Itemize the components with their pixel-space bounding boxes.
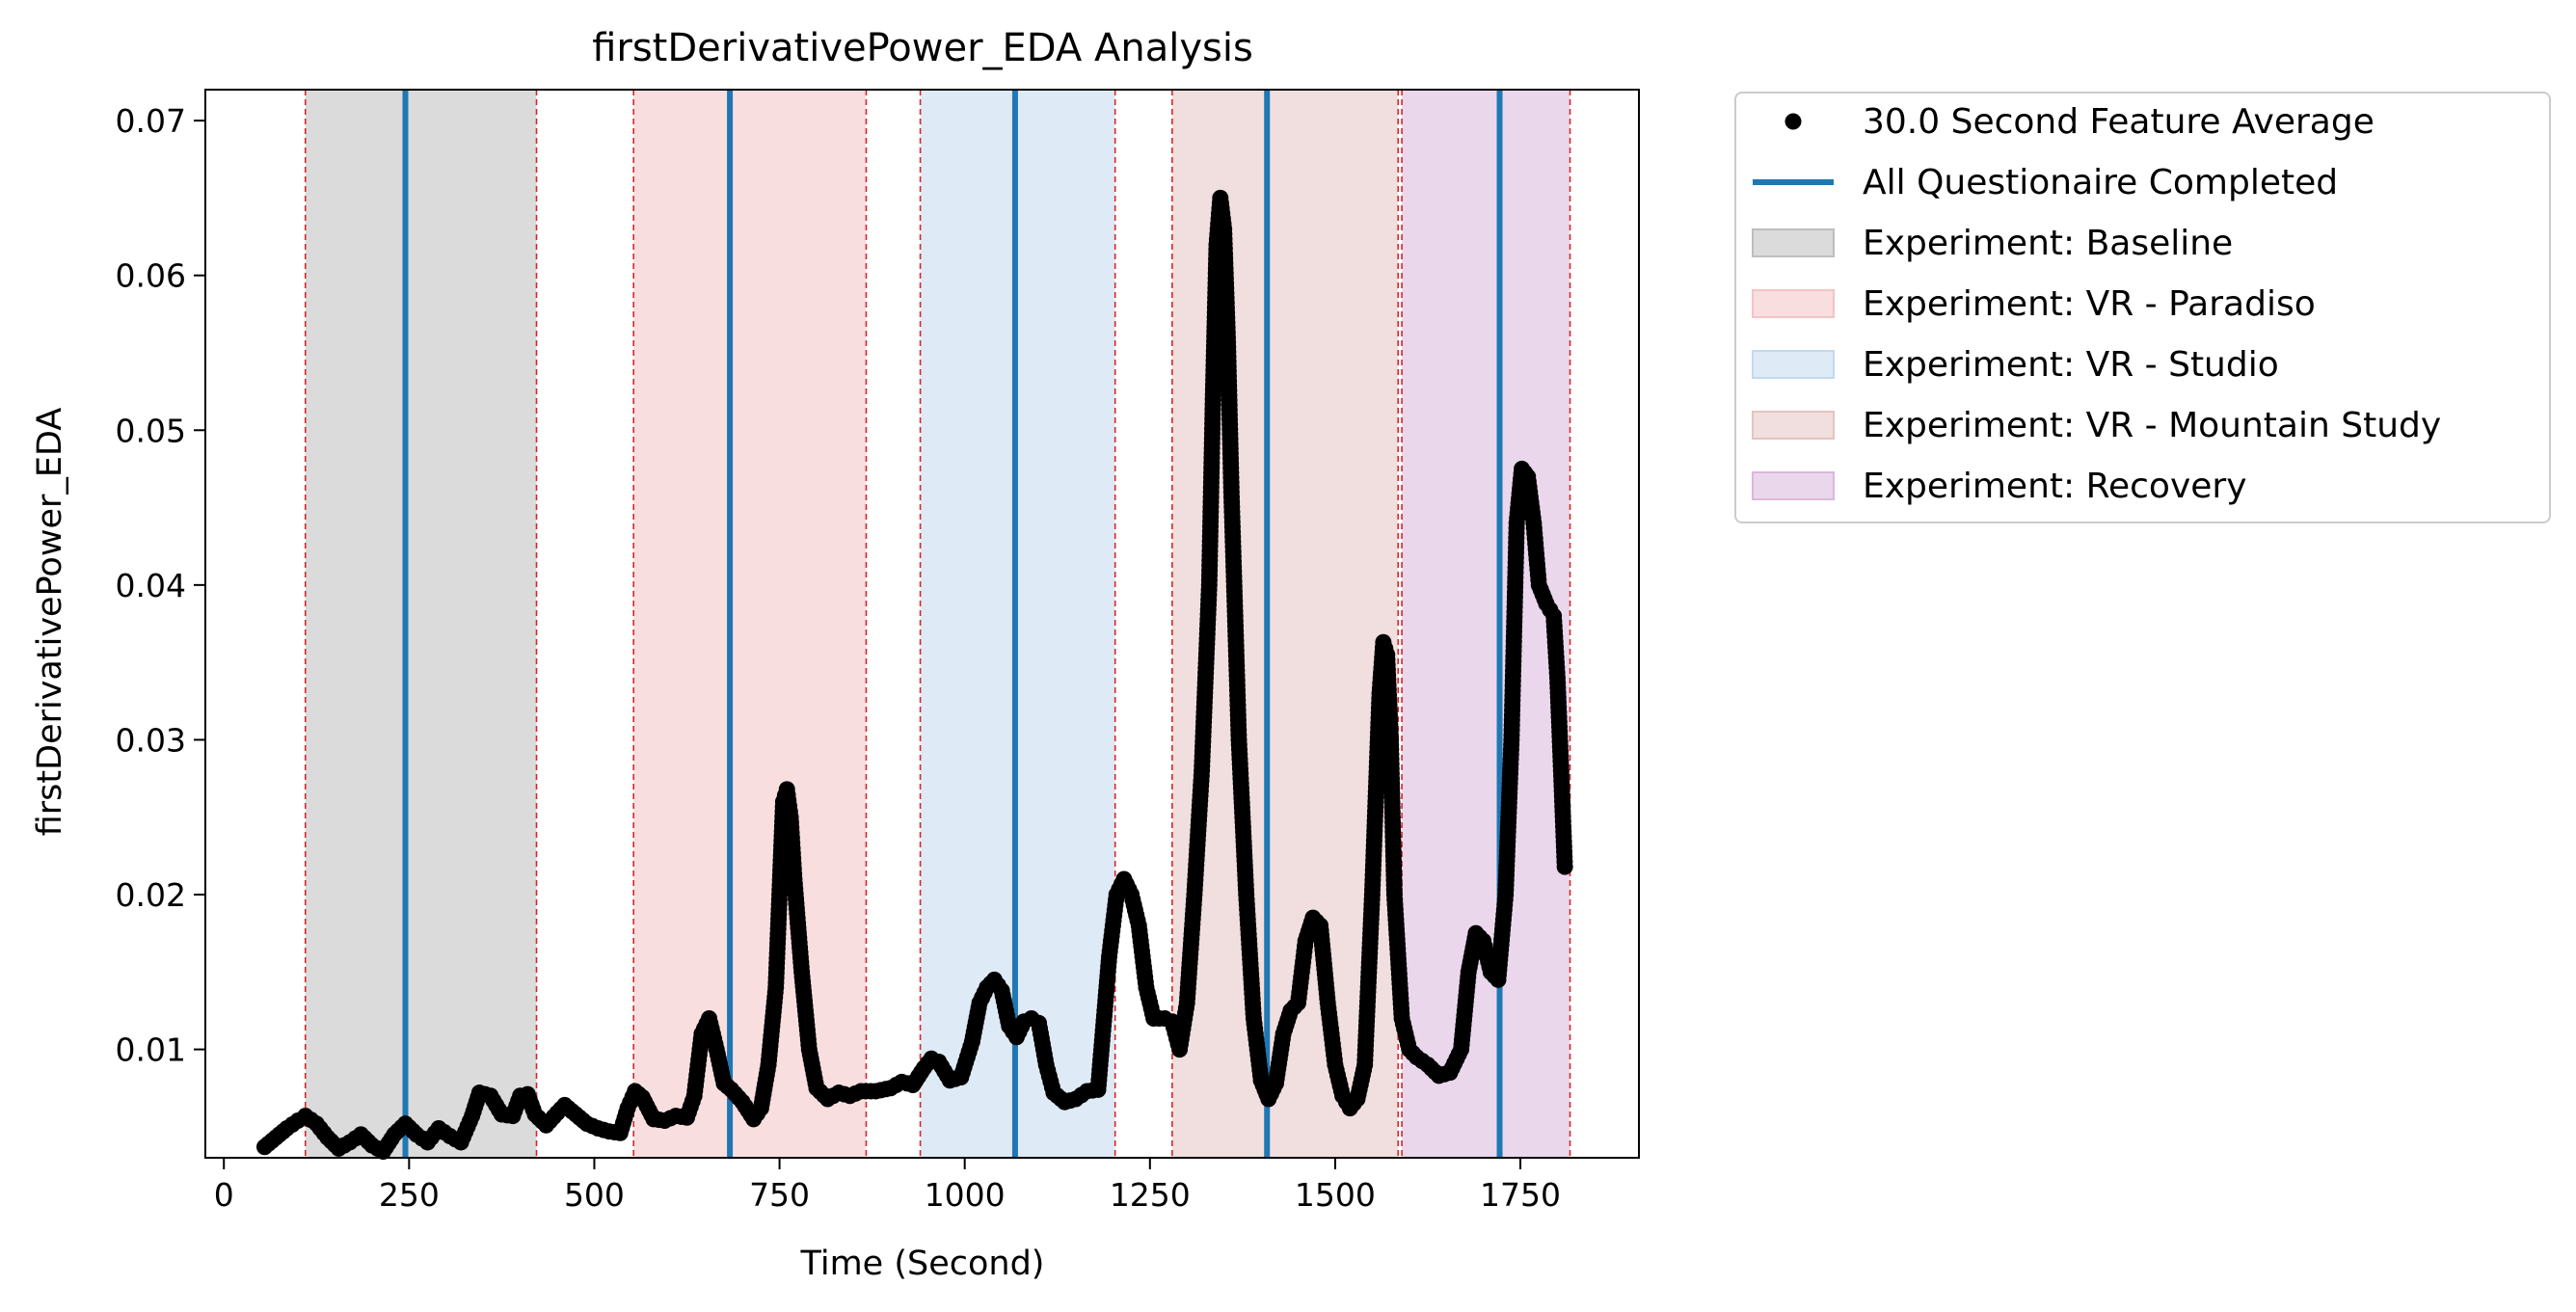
y-axis: 0.01 0.02 0.03 0.04 0.05 0.06 0.07 xyxy=(116,102,205,1069)
legend-items: 30.0 Second Feature Average All Questiona… xyxy=(1752,102,2441,506)
experiment-span xyxy=(305,90,537,1158)
y-tick-label: 0.03 xyxy=(116,721,186,759)
legend-label: Experiment: VR - Studio xyxy=(1863,345,2279,385)
legend-frame xyxy=(1734,92,2551,523)
data-point xyxy=(1556,858,1573,875)
legend-label: All Questionaire Completed xyxy=(1863,163,2338,202)
x-tick-label: 750 xyxy=(749,1176,810,1214)
x-tick-label: 250 xyxy=(379,1176,440,1214)
y-tick-label: 0.04 xyxy=(116,567,186,604)
legend-label: Experiment: VR - Mountain Study xyxy=(1863,406,2441,445)
plot-frame xyxy=(204,89,1640,1159)
legend-marker xyxy=(1784,113,1802,130)
experiment-span xyxy=(633,90,867,1158)
x-tick-label: 1000 xyxy=(925,1176,1006,1214)
experiment-spans xyxy=(304,90,1571,1158)
questionnaire-lines xyxy=(402,90,1503,1158)
x-tick-label: 0 xyxy=(214,1176,234,1214)
legend-swatch xyxy=(1752,228,1835,257)
x-axis-label: Time (Second) xyxy=(800,1245,1045,1283)
plot-area xyxy=(204,89,1640,1161)
legend-swatch xyxy=(1752,350,1835,379)
x-axis: 0 250 500 750 1000 1250 1500 1750 xyxy=(214,1158,1561,1214)
y-tick-label: 0.02 xyxy=(116,876,186,914)
legend-label: Experiment: Baseline xyxy=(1863,224,2233,263)
legend-label: Experiment: Recovery xyxy=(1863,467,2247,506)
y-tick-label: 0.01 xyxy=(116,1031,186,1069)
legend-swatch xyxy=(1752,471,1835,500)
legend: 30.0 Second Feature Average All Questiona… xyxy=(1734,92,2551,523)
legend-label: Experiment: VR - Paradiso xyxy=(1863,284,2316,324)
x-tick-label: 1500 xyxy=(1295,1176,1376,1214)
x-tick-label: 500 xyxy=(564,1176,625,1214)
chart-title: firstDerivativePower_EDA Analysis xyxy=(592,26,1253,70)
y-tick-label: 0.05 xyxy=(116,412,186,449)
legend-label: 30.0 Second Feature Average xyxy=(1863,102,2375,142)
y-tick-label: 0.06 xyxy=(116,257,186,295)
legend-swatch xyxy=(1752,411,1835,440)
y-tick-label: 0.07 xyxy=(116,102,186,140)
x-tick-label: 1750 xyxy=(1480,1176,1561,1214)
data-points xyxy=(255,189,1573,1161)
x-tick-label: 1250 xyxy=(1110,1176,1191,1214)
experiment-span xyxy=(1402,90,1570,1158)
legend-swatch xyxy=(1752,289,1835,318)
y-axis-label: firstDerivativePower_EDA xyxy=(31,408,69,837)
